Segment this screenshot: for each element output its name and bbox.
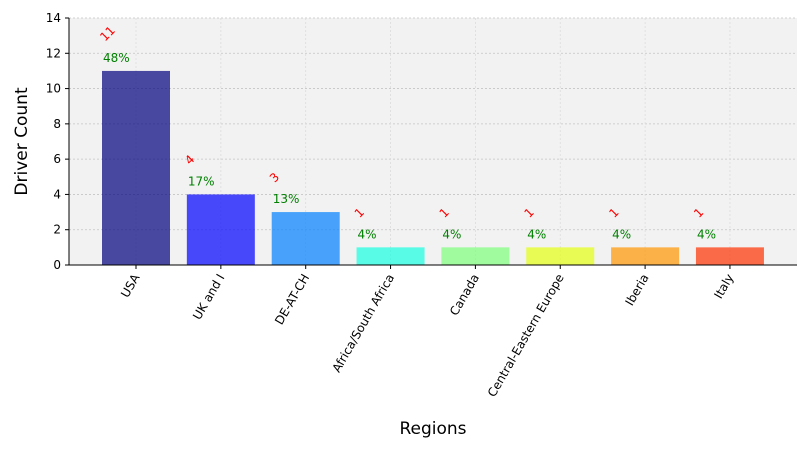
plot-area	[69, 18, 797, 265]
x-axis-title: Regions	[399, 419, 466, 439]
y-tick-label: 6	[53, 152, 61, 166]
x-tick-label: UK and I	[190, 272, 227, 323]
x-tick-label: Canada	[447, 272, 482, 319]
y-axis-title: Driver Count	[12, 87, 32, 196]
bar	[102, 70, 170, 265]
x-tick-label: Italy	[711, 272, 736, 302]
y-tick-label: 8	[53, 117, 61, 131]
y-ticks: 0 2 4 6 8 10 12 14	[46, 11, 69, 272]
bar	[441, 247, 510, 265]
x-tick-label: Africa/South Africa	[329, 272, 397, 375]
axes	[68, 18, 797, 266]
bar	[186, 194, 255, 265]
percent-label: 4%	[527, 227, 546, 241]
bar	[526, 247, 595, 265]
x-ticks: USA UK and I DE-AT-CH Africa/South Africa Ca…	[118, 265, 737, 400]
y-tick-label: 14	[46, 11, 61, 25]
bar	[695, 247, 764, 265]
percent-label: 4%	[612, 227, 631, 241]
percent-label: 4%	[697, 227, 716, 241]
bar	[356, 247, 425, 265]
percent-label: 13%	[273, 192, 300, 206]
y-tick-label: 10	[46, 82, 61, 96]
percent-label: 17%	[188, 174, 215, 188]
y-tick-label: 12	[46, 46, 61, 60]
x-tick-label: Iberia	[622, 272, 651, 309]
bar	[271, 212, 340, 265]
grid-lines	[69, 17, 797, 266]
bar	[611, 247, 680, 265]
y-tick-label: 0	[53, 258, 61, 272]
percent-label: 48%	[103, 51, 130, 65]
x-tick-label: Central-Eastern Europe	[485, 272, 567, 400]
y-tick-label: 2	[53, 223, 61, 237]
x-tick-label: USA	[118, 271, 143, 300]
percent-label: 4%	[442, 227, 461, 241]
y-tick-label: 4	[53, 187, 61, 201]
percent-label: 4%	[358, 227, 377, 241]
bars	[102, 70, 764, 265]
x-tick-label: DE-AT-CH	[272, 272, 312, 328]
